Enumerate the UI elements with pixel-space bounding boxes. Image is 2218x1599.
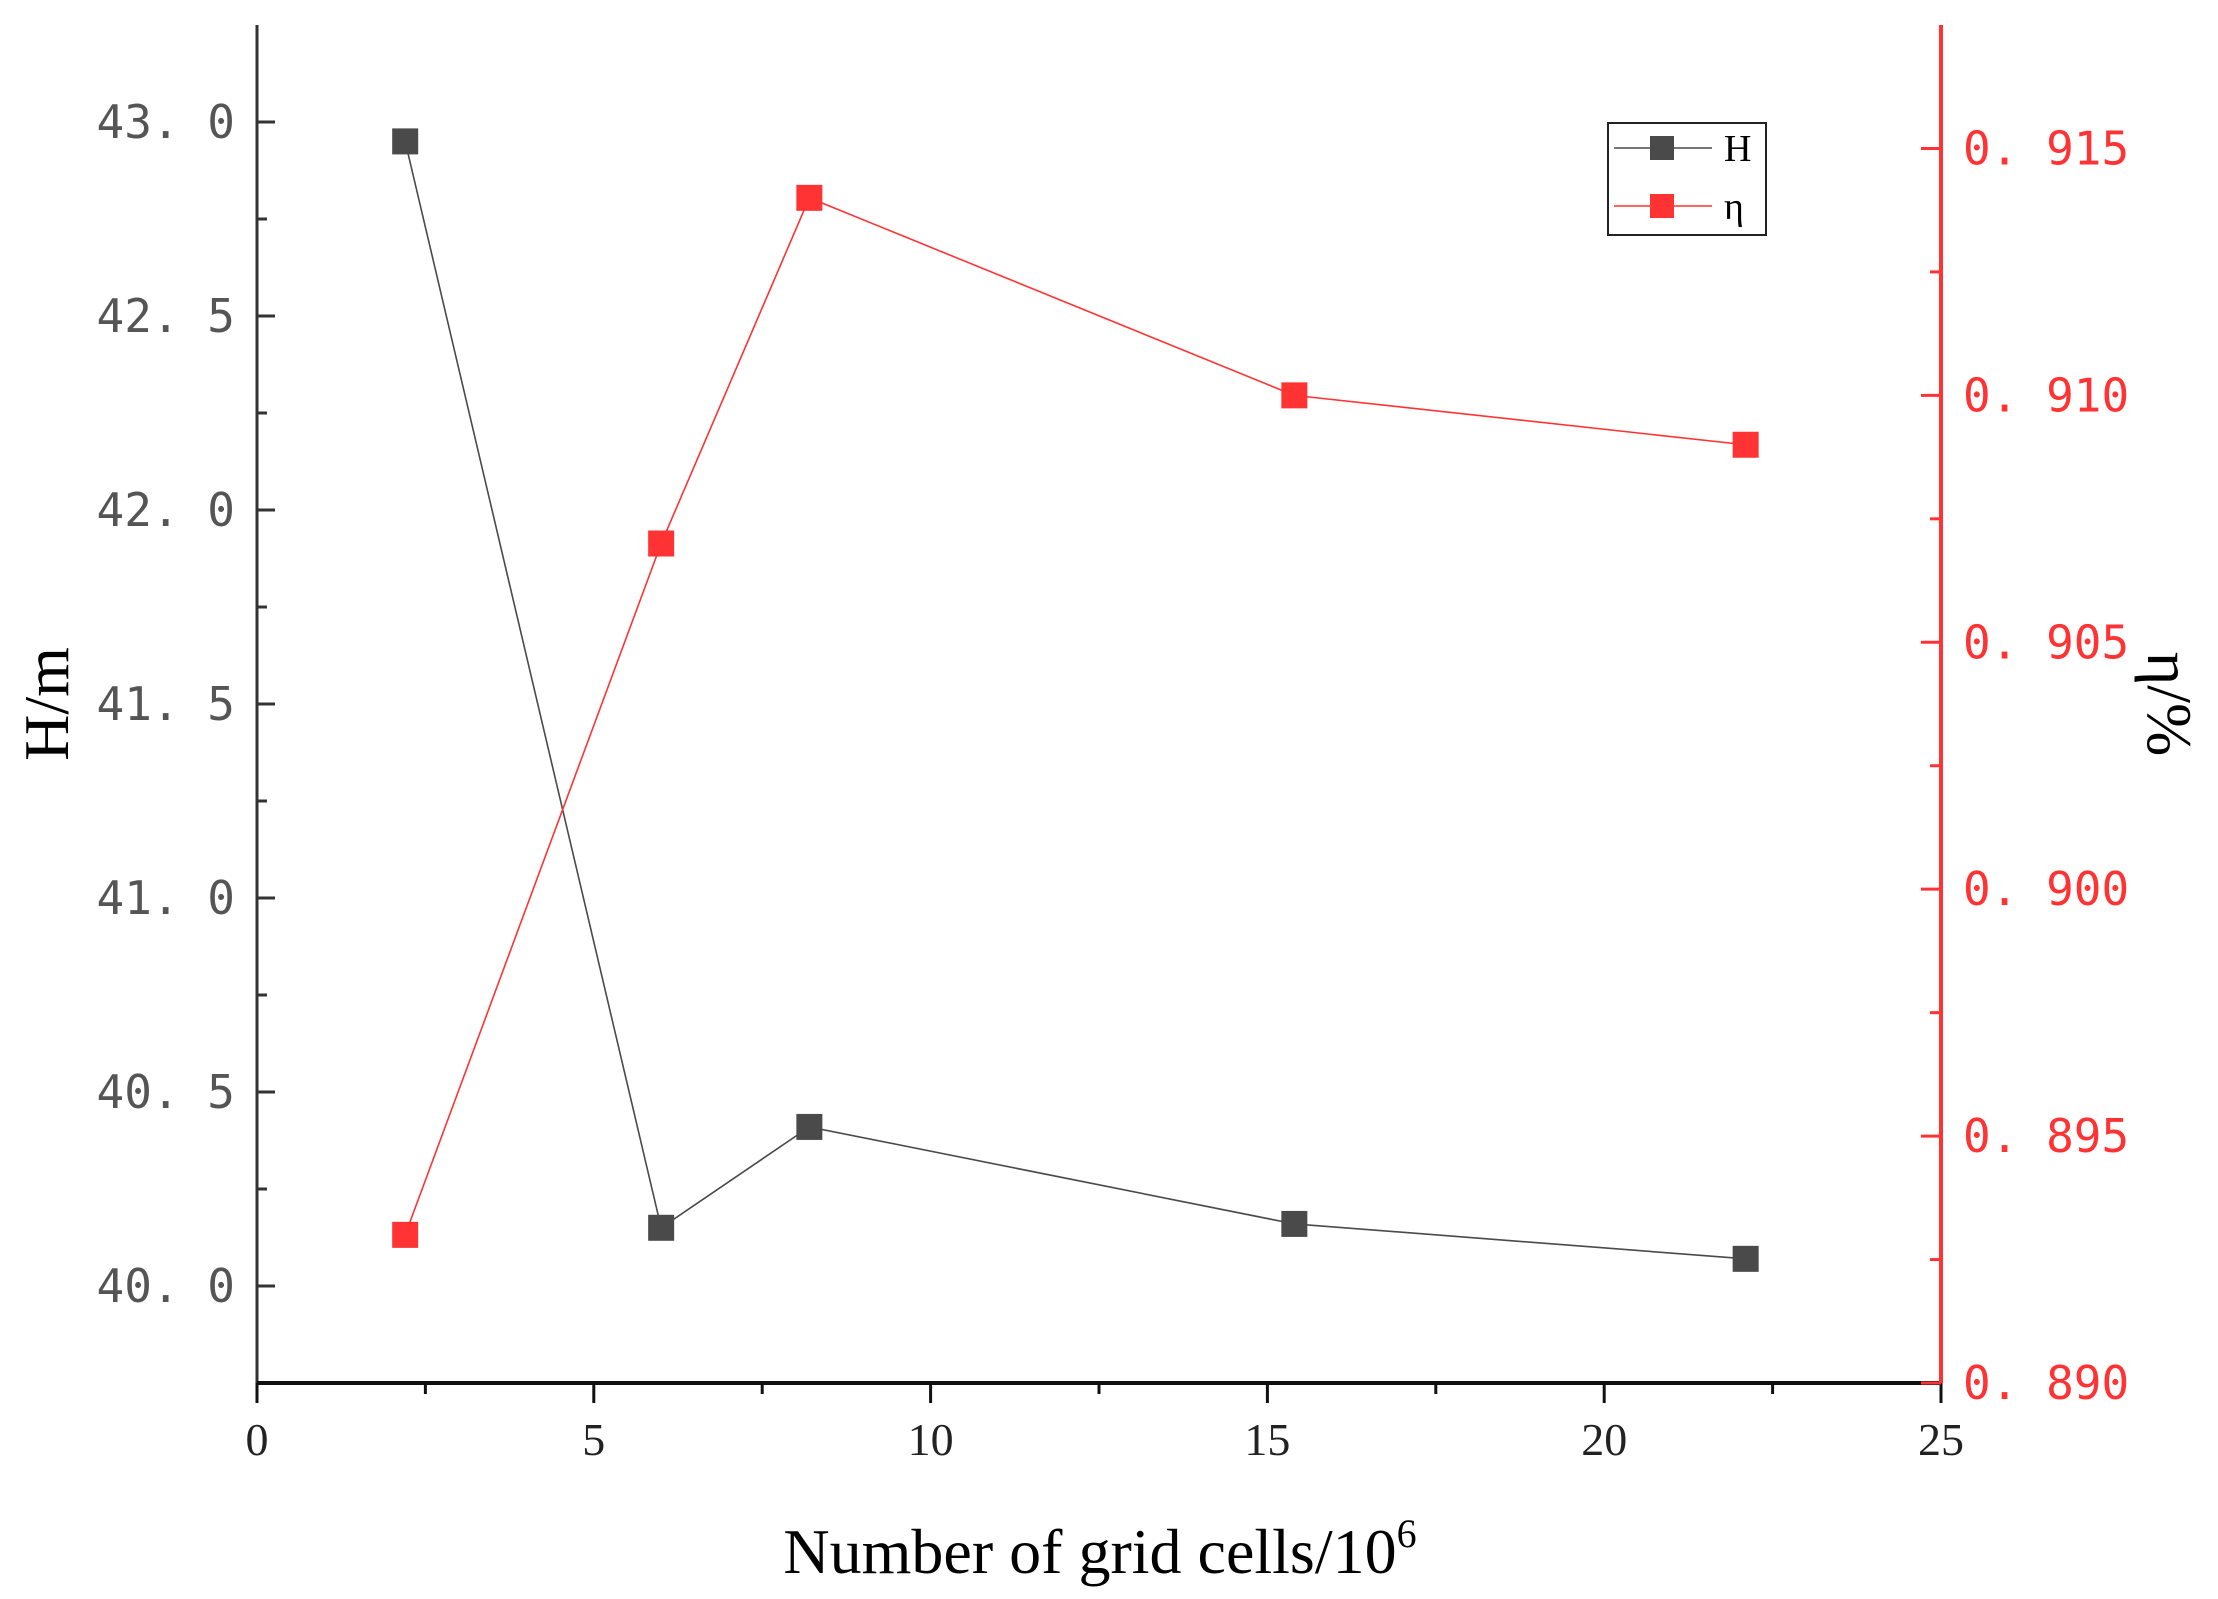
data-point-eta bbox=[796, 184, 823, 211]
legend-marker bbox=[1650, 136, 1674, 160]
data-point-eta bbox=[1281, 382, 1308, 409]
y-left-tick-label: 40. 5 bbox=[97, 1065, 235, 1119]
y-axis-right-title: η/% bbox=[2134, 652, 2205, 757]
legend-label: H bbox=[1724, 128, 1751, 170]
y-left-tick-label: 41. 0 bbox=[97, 871, 235, 925]
x-axis-title-superscript: 6 bbox=[1397, 1511, 1417, 1556]
y-left-tick-label: 43. 0 bbox=[97, 95, 235, 149]
y-left-tick-label: 42. 5 bbox=[97, 289, 235, 343]
y-left-tick-label: 42. 0 bbox=[97, 483, 235, 537]
x-tick-label: 20 bbox=[1581, 1414, 1627, 1465]
x-tick-label: 0 bbox=[246, 1414, 269, 1465]
legend-box bbox=[1607, 122, 1767, 236]
x-tick-label: 15 bbox=[1244, 1414, 1290, 1465]
data-point-H bbox=[648, 1214, 675, 1241]
data-point-eta bbox=[1732, 431, 1759, 458]
y-axis-left-title: H/m bbox=[11, 647, 82, 761]
y-right-tick-label: 0. 905 bbox=[1963, 615, 2129, 669]
y-right-tick-label: 0. 915 bbox=[1963, 121, 2129, 175]
y-right-tick-label: 0. 900 bbox=[1963, 862, 2129, 916]
x-tick-label: 5 bbox=[582, 1414, 605, 1465]
x-tick-label: 10 bbox=[908, 1414, 954, 1465]
series-line-H bbox=[404, 141, 1746, 1260]
data-point-eta bbox=[648, 530, 675, 557]
y-right-tick-label: 0. 890 bbox=[1963, 1356, 2129, 1410]
data-point-H bbox=[796, 1113, 823, 1140]
data-point-H bbox=[392, 128, 419, 155]
legend-marker bbox=[1650, 194, 1674, 218]
data-point-H bbox=[1732, 1245, 1759, 1272]
x-axis-title-text: Number of grid cells/10 bbox=[783, 1516, 1396, 1587]
series-line-eta bbox=[404, 196, 1746, 1236]
x-tick-label: 25 bbox=[1918, 1414, 1964, 1465]
legend-label: η bbox=[1724, 186, 1744, 228]
y-right-tick-label: 0. 910 bbox=[1963, 368, 2129, 422]
x-axis-title: Number of grid cells/106 bbox=[783, 1511, 1416, 1587]
y-left-tick-label: 41. 5 bbox=[97, 677, 235, 731]
data-point-eta bbox=[392, 1221, 419, 1248]
y-right-tick-label: 0. 895 bbox=[1963, 1109, 2129, 1163]
data-point-H bbox=[1281, 1210, 1308, 1237]
y-left-tick-label: 40. 0 bbox=[97, 1259, 235, 1313]
